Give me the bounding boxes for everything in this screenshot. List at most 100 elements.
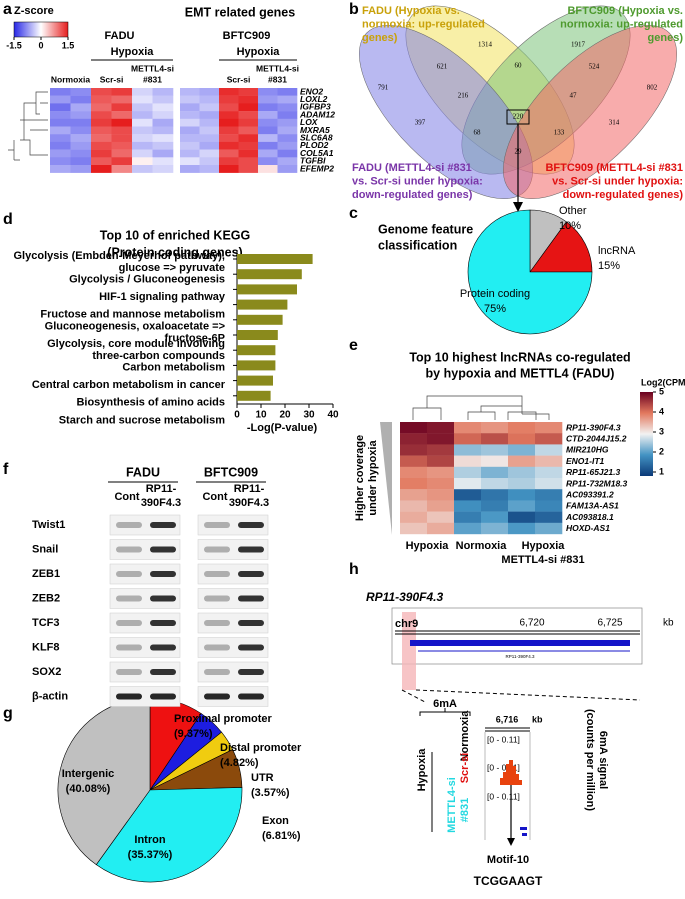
heatmap-cell: [535, 455, 563, 467]
column-label: Hypoxia: [406, 540, 450, 552]
heatmap-cell: [258, 95, 278, 104]
panel-title: Genome feature: [378, 222, 473, 236]
heatmap-cell: [258, 126, 278, 135]
heatmap-cell: [454, 466, 482, 479]
x-tick-label: 30: [303, 410, 315, 421]
blot-band: [116, 669, 142, 675]
slice-label: lncRNA: [598, 245, 636, 257]
panel-title: classification: [378, 238, 457, 252]
heatmap-cell: [219, 126, 239, 135]
set-label: down-regulated genes): [352, 189, 473, 201]
heatmap-cell: [535, 522, 563, 535]
side-label: under hypoxia: [367, 440, 379, 516]
lane-label: Cont: [202, 491, 227, 503]
heatmap-cell: [277, 141, 298, 150]
heatmap-cell: [219, 103, 239, 112]
gene-body: [520, 827, 527, 830]
blot-band: [204, 620, 230, 626]
protein-label: KLF8: [32, 641, 60, 653]
heatmap-cell: [400, 455, 428, 467]
heatmap-cell: [199, 141, 220, 150]
heatmap-cell: [427, 522, 455, 535]
blot-panel: [197, 563, 269, 585]
heatmap-cell: [111, 141, 133, 150]
value-label: 15%: [598, 260, 620, 272]
bar: [237, 330, 278, 340]
heatmap-cell: [132, 88, 153, 96]
heatmap-cell: [238, 149, 259, 158]
lane-label: 390F4.3: [141, 497, 181, 509]
heatmap-cell: [454, 522, 482, 535]
gene-label: PLOD2: [300, 140, 329, 150]
heatmap-cell: [91, 134, 112, 143]
gene-label: ENO2: [300, 86, 323, 96]
heatmap-cell: [219, 149, 239, 158]
heatmap-cell: [152, 141, 174, 150]
heatmap-cell: [481, 478, 509, 490]
cell-line-label: BFTC909: [223, 30, 271, 42]
panel-letter: b: [349, 1, 359, 18]
heatmap-cell: [132, 134, 153, 143]
heatmap-cell: [277, 165, 298, 173]
arrow-head: [513, 202, 523, 212]
column-label: Normoxia: [51, 74, 90, 84]
heatmap-cell: [535, 500, 563, 512]
blot-panel: [109, 637, 181, 658]
heatmap-cell: [400, 433, 428, 445]
signal-peak: [500, 760, 522, 785]
heatmap-cell: [508, 522, 536, 535]
heatmap-cell: [180, 103, 200, 112]
blot-band: [238, 620, 264, 626]
colorbar-tick-label: -1.5: [6, 40, 22, 50]
heatmap-cell: [238, 126, 259, 135]
bar: [237, 284, 297, 295]
blot-band: [150, 644, 176, 651]
heatmap-cell: [277, 88, 298, 96]
set-label: genes): [362, 32, 398, 44]
heatmap-cell: [111, 134, 133, 143]
venn-count: 1917: [571, 41, 586, 49]
blot-band: [116, 644, 142, 651]
heatmap-cell: [70, 165, 92, 173]
heatmap-cell: [427, 444, 455, 456]
heatmap-cell: [50, 111, 71, 119]
heatmap-cell: [535, 444, 563, 456]
heatmap-cell: [535, 433, 563, 445]
motif-seq: TCGGAAGT: [474, 874, 543, 888]
heatmap-cell: [508, 444, 536, 456]
heatmap-cell: [111, 95, 133, 104]
x-tick-label: 0: [234, 410, 240, 421]
slice-label: UTR: [251, 772, 274, 784]
heatmap-cell: [199, 165, 220, 173]
heatmap-cell: [454, 444, 482, 456]
heatmap-cell: [91, 95, 112, 104]
blot-panel: [109, 686, 181, 707]
heatmap-cell: [111, 103, 133, 112]
column-label: Normoxia: [456, 540, 508, 552]
slice-label: Other: [559, 205, 587, 217]
track-label: METTL4-si: [446, 777, 458, 833]
heatmap-cell: [238, 95, 259, 104]
dendrogram: [412, 395, 550, 420]
heatmap-cell: [180, 165, 200, 173]
heatmap-cell: [481, 466, 509, 479]
gene-label: SLC6A8: [300, 132, 333, 142]
panel-letter: d: [3, 211, 13, 228]
column-label: Scr-si: [227, 74, 251, 84]
protein-label: β-actin: [32, 690, 68, 702]
heatmap-cell: [152, 165, 174, 173]
colorbar-tick-label: 0: [38, 40, 43, 50]
venn-count: 524: [589, 63, 600, 71]
gene-label: RP11-732M18.3: [566, 478, 628, 488]
heatmap-cell: [152, 111, 174, 119]
blot-panel: [109, 563, 181, 585]
venn-count: 397: [415, 119, 426, 127]
y-tick-label: Glycolysis, core module involving: [47, 338, 225, 350]
heatmap-cell: [508, 466, 536, 479]
heatmap-cell: [70, 118, 92, 127]
gradient-triangle: [380, 422, 392, 535]
heatmap-cell: [199, 134, 220, 143]
column-label: METTL4-si: [131, 63, 174, 73]
y-axis-label: 6mA signal: [597, 731, 609, 789]
heatmap-cell: [277, 157, 298, 166]
